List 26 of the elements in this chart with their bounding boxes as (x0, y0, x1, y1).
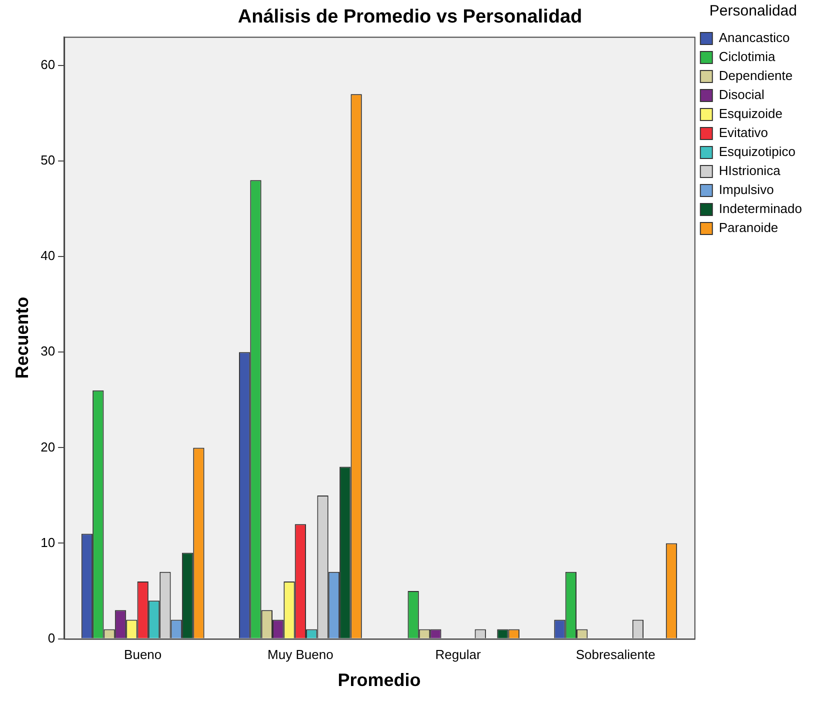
legend-label: Esquizoide (718, 106, 782, 122)
y-axis-title: Recuento (12, 296, 32, 379)
legend-label: Impulsivo (718, 182, 774, 198)
legend-label: Dependiente (718, 68, 793, 84)
x-tick-label: Bueno (124, 647, 162, 662)
chart-title: Análisis de Promedio vs Personalidad (238, 6, 582, 28)
legend-label: HIstrionica (718, 163, 782, 178)
legend-label: Anancastico (718, 30, 790, 46)
x-axis-title: Promedio (338, 670, 421, 690)
x-tick-label: Sobresaliente (576, 647, 656, 662)
y-tick-label: 30 (40, 344, 56, 359)
y-tick-label: 20 (40, 439, 56, 454)
x-tick-label: Regular (435, 647, 482, 662)
y-tick-label: 0 (48, 630, 56, 646)
legend-label: Evitativo (718, 125, 768, 140)
y-tick-label: 40 (40, 248, 56, 264)
legend-label: Indeterminado (718, 201, 802, 216)
legend-label: Disocial (718, 87, 765, 102)
legend-label: Esquizotipico (718, 144, 796, 160)
x-tick-label: Muy Bueno (268, 647, 334, 662)
y-tick-label: 10 (40, 534, 56, 550)
y-tick-label: 50 (40, 152, 56, 168)
y-tick-label: 60 (40, 57, 56, 72)
legend-title: Personalidad (709, 2, 797, 20)
legend-label: Paranoide (718, 220, 778, 236)
legend-label: Ciclotimia (718, 49, 776, 64)
